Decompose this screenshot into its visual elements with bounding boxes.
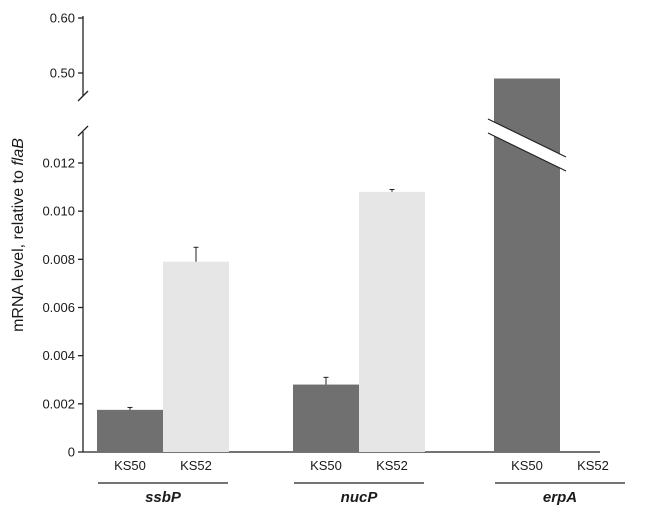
bar-KS50-nucP bbox=[293, 384, 359, 452]
y-tick-label: 0.002 bbox=[42, 396, 75, 411]
y-axis-title-text: mRNA level, relative to bbox=[10, 166, 27, 332]
y-axis-break-mark-bottom bbox=[77, 125, 89, 137]
bar-break-gap bbox=[488, 119, 566, 171]
y-tick-label: 0.012 bbox=[42, 156, 75, 171]
bar-KS52-ssbP bbox=[163, 261, 229, 452]
bar-break-line bbox=[487, 132, 567, 172]
group-label-nucP: nucP bbox=[341, 489, 379, 506]
y-axis-title: mRNA level, relative to flaB bbox=[10, 138, 27, 332]
y-tick-label: 0.004 bbox=[42, 348, 75, 363]
x-tick-label-KS52: KS52 bbox=[577, 458, 609, 473]
y-tick-label: 0.006 bbox=[42, 300, 75, 315]
x-tick-label-KS50: KS50 bbox=[310, 458, 342, 473]
y-tick-label: 0.010 bbox=[42, 204, 75, 219]
bar-KS50-ssbP bbox=[97, 409, 163, 452]
group-label-ssbP: ssbP bbox=[145, 489, 182, 506]
x-tick-label-KS52: KS52 bbox=[180, 458, 212, 473]
bar-KS52-nucP bbox=[359, 191, 425, 452]
group-label-erpA: erpA bbox=[543, 489, 577, 506]
y-tick-label: 0.50 bbox=[50, 66, 75, 81]
y-tick-label: 0.008 bbox=[42, 252, 75, 267]
y-axis-title-gene: flaB bbox=[10, 138, 27, 166]
x-tick-label-KS52: KS52 bbox=[376, 458, 408, 473]
y-tick-label: 0.60 bbox=[50, 11, 75, 26]
y-tick-label: 0 bbox=[68, 445, 75, 460]
x-tick-label-KS50: KS50 bbox=[114, 458, 146, 473]
y-axis-break-mark-top bbox=[77, 90, 89, 102]
bar-break-line bbox=[487, 118, 567, 158]
x-tick-label-KS50: KS50 bbox=[511, 458, 543, 473]
